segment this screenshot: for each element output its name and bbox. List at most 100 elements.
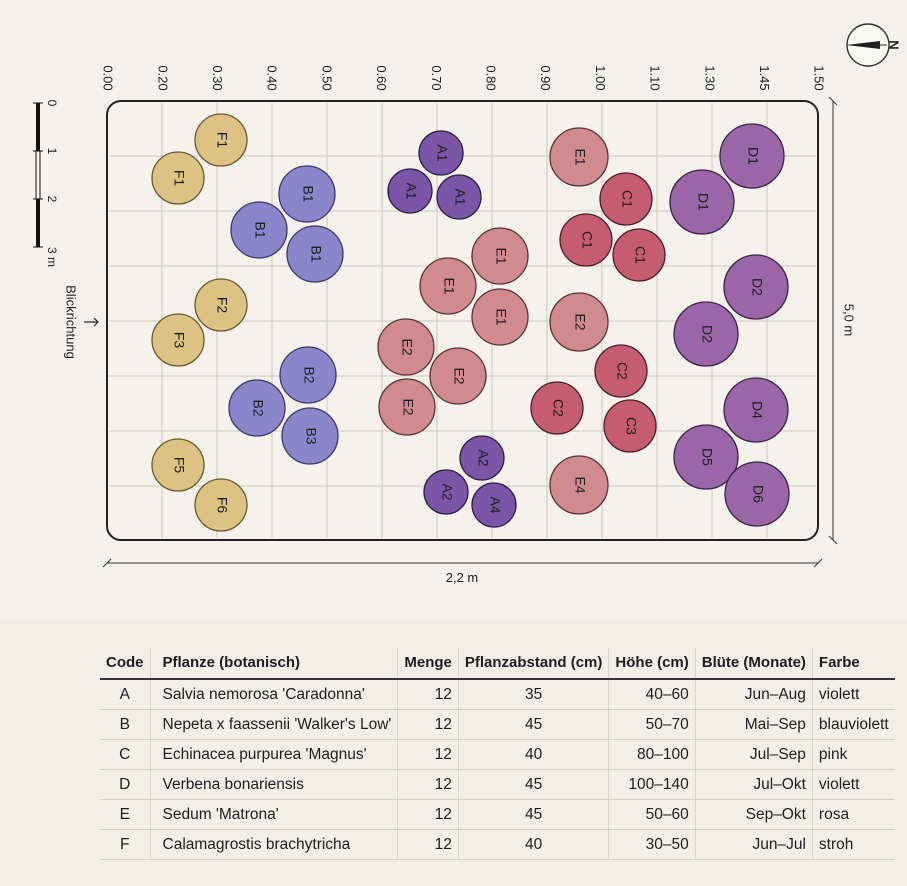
- table-row: C Echinacea purpurea 'Magnus' 12 40 80–100 Ju…: [100, 739, 895, 770]
- width-dimension: 2,2 m: [102, 558, 823, 585]
- cell-bloom: Jul–Okt: [694, 769, 813, 800]
- view-direction: Blickrichtung: [64, 285, 99, 359]
- plant-b: B3: [281, 407, 339, 465]
- header-height: Höhe (cm): [608, 648, 696, 680]
- plant-c: C1: [599, 172, 653, 226]
- cell-code: E: [100, 799, 150, 830]
- plant-label: C1: [619, 190, 635, 208]
- plant-d: D1: [669, 169, 735, 235]
- x-tick-label: 1.30: [702, 65, 717, 90]
- plant-legend-table: Code Pflanze (botanisch) Menge Pflanzabs…: [100, 648, 895, 860]
- header-spacing: Pflanzabstand (cm): [457, 648, 609, 680]
- x-tick-label: 1.45: [757, 65, 772, 90]
- x-tick-label: 1.10: [648, 65, 663, 90]
- plant-a: A1: [436, 174, 482, 220]
- plant-d: D2: [723, 254, 789, 320]
- plant-e: E1: [549, 127, 609, 187]
- table-row: D Verbena bonariensis 12 45 100–140 Jul–Okt vi…: [100, 769, 895, 800]
- cell-code: C: [100, 739, 150, 770]
- cell-height: 50–60: [608, 799, 696, 830]
- plant-label: A4: [487, 496, 503, 513]
- plant-f: F1: [194, 113, 248, 167]
- cell-plant: Nepeta x faassenii 'Walker's Low': [149, 709, 398, 740]
- plant-circle: [612, 228, 666, 282]
- table-row: E Sedum 'Matrona' 12 45 50–60 Sep–Okt rosa: [100, 799, 895, 830]
- plant-circle: [459, 435, 505, 481]
- plant-circle: [436, 174, 482, 220]
- plant-label: E1: [441, 277, 457, 294]
- plant-circle: [194, 478, 248, 532]
- plant-f: F3: [151, 313, 205, 367]
- plant-circle: [151, 438, 205, 492]
- plant-label: B1: [300, 185, 316, 202]
- plant-e: E1: [471, 288, 529, 346]
- plant-d: D4: [723, 377, 789, 443]
- plant-e: E1: [471, 227, 529, 285]
- cell-spacing: 45: [457, 769, 609, 800]
- plant-b: B1: [286, 225, 344, 283]
- header-color: Farbe: [811, 648, 895, 680]
- cell-qty: 12: [397, 709, 459, 740]
- cell-qty: 12: [397, 739, 459, 770]
- cell-bloom: Jun–Jul: [694, 829, 813, 860]
- plant-circle: [151, 151, 205, 205]
- plant-e: E2: [549, 292, 609, 352]
- cell-spacing: 45: [457, 709, 609, 740]
- cell-plant: Calamagrostis brachytricha: [149, 829, 398, 860]
- plant-circle: [530, 381, 584, 435]
- table-row: F Calamagrostis brachytricha 12 40 30–50 Jun–…: [100, 829, 895, 860]
- cell-plant: Salvia nemorosa 'Caradonna': [149, 679, 398, 710]
- bed-outline: [106, 100, 819, 541]
- plant-label: D2: [699, 325, 715, 343]
- plant-label: E2: [400, 398, 416, 415]
- cell-color: blauviolett: [811, 709, 895, 740]
- plant-label: C1: [632, 246, 648, 264]
- x-tick-label: 0.80: [483, 65, 498, 90]
- plant-c: C2: [530, 381, 584, 435]
- plant-a: A2: [459, 435, 505, 481]
- cell-spacing: 35: [457, 679, 609, 710]
- x-tick-label: 1.50: [812, 65, 827, 90]
- plant-circle: [423, 469, 469, 515]
- plant-circle: [194, 113, 248, 167]
- plant-d: D6: [724, 461, 790, 527]
- cell-qty: 12: [397, 829, 459, 860]
- cell-spacing: 45: [457, 799, 609, 830]
- cell-height: 100–140: [608, 769, 696, 800]
- cell-color: pink: [811, 739, 895, 770]
- plant-circle: [194, 278, 248, 332]
- view-direction-label: Blickrichtung: [64, 285, 79, 359]
- table-row: A Salvia nemorosa 'Caradonna' 12 35 40–60 Jun…: [100, 679, 895, 710]
- plant-circle: [673, 301, 739, 367]
- plant-circle: [286, 225, 344, 283]
- header-code: Code: [100, 648, 150, 680]
- plant-label: C1: [579, 231, 595, 249]
- height-label: 5,0 m: [842, 304, 857, 337]
- plant-label: A1: [434, 144, 450, 161]
- x-tick-label: 0.00: [101, 65, 116, 90]
- plant-a: A1: [387, 168, 433, 214]
- plant-b: B1: [230, 201, 288, 259]
- plant-label: E4: [572, 476, 588, 493]
- x-tick-label: 0.20: [155, 65, 170, 90]
- cell-height: 50–70: [608, 709, 696, 740]
- plant-circle: [549, 127, 609, 187]
- plant-circle: [673, 424, 739, 490]
- cell-code: F: [100, 829, 150, 860]
- x-tick-labels: 0.00 0.20 0.30 0.40 0.50 0.60 0.70 0.80 0.90 1.00…: [101, 65, 827, 90]
- plant-label: E1: [493, 308, 509, 325]
- plant-circle: [278, 165, 336, 223]
- plant-b: B1: [278, 165, 336, 223]
- plant-circle: [471, 482, 517, 528]
- plant-label: E2: [572, 313, 588, 330]
- plant-label: D2: [749, 278, 765, 296]
- plant-label: E1: [493, 247, 509, 264]
- x-tick-label: 0.40: [265, 65, 280, 90]
- cell-spacing: 40: [457, 829, 609, 860]
- plant-a: A1: [418, 130, 464, 176]
- scale-label: 3 m: [45, 247, 59, 267]
- plant-e: E1: [419, 257, 477, 315]
- plant-circle: [418, 130, 464, 176]
- plant-label: A1: [452, 188, 468, 205]
- plant-circle: [594, 344, 648, 398]
